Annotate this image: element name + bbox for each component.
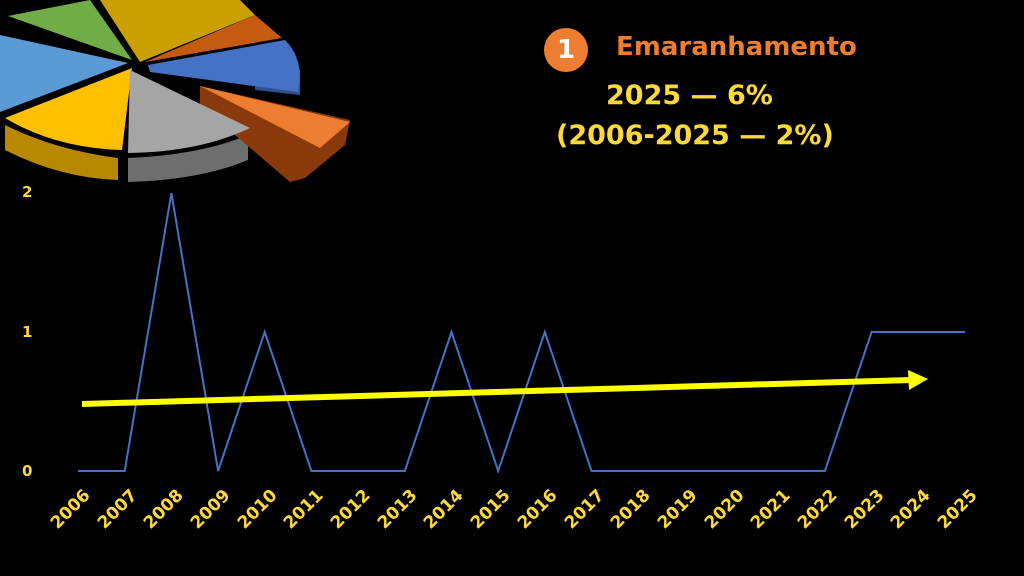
- chart-title: Emaranhamento: [616, 32, 857, 62]
- number-badge: 1: [544, 28, 588, 72]
- subtitle-current-year: 2025 — 6%: [606, 80, 773, 111]
- trend-arrow-head: [908, 370, 928, 390]
- subtitle-period: (2006-2025 — 2%): [556, 120, 834, 151]
- series-line: [78, 192, 965, 475]
- y-tick-0: 0: [22, 462, 33, 480]
- pie-chart-decoration: [0, 0, 350, 182]
- y-tick-2: 2: [22, 183, 33, 201]
- y-tick-1: 1: [22, 323, 33, 341]
- trend-arrow-line: [81, 377, 913, 407]
